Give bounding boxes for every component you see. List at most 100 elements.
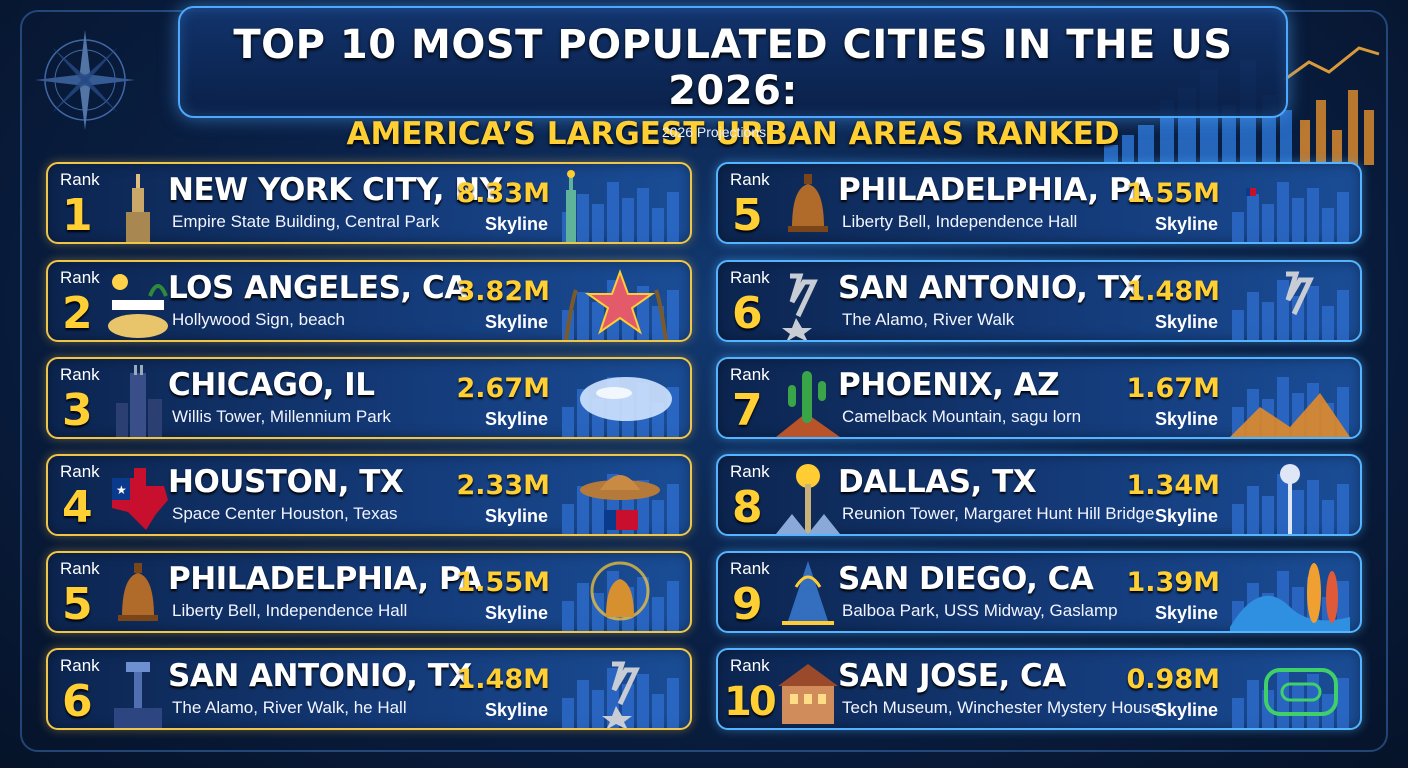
city-name: PHILADELPHIA, PA xyxy=(168,561,482,597)
texas-map-icon: ★ xyxy=(112,468,168,530)
skyline-tag: Skyline xyxy=(1154,409,1218,429)
rank-label: Rank xyxy=(730,656,770,675)
city-population: 1.48M xyxy=(1126,276,1221,307)
city-name: PHILADELPHIA, PA xyxy=(838,172,1152,208)
city-card: Rank 6 SAN ANTONIO, TX The Alamo, River Wal… xyxy=(46,648,692,730)
city-name: PHOENIX, AZ xyxy=(838,367,1060,403)
page-title: TOP 10 MOST POPULATED CITIES IN THE US 2… xyxy=(233,22,1233,114)
city-landmarks: Liberty Bell, Independence Hall xyxy=(842,212,1078,231)
skyline-tag: Skyline xyxy=(1154,506,1218,526)
hollywood-sign-icon xyxy=(108,274,168,338)
rank-label: Rank xyxy=(60,268,100,287)
city-landmarks: Camelback Mountain, sagu lorn xyxy=(842,407,1082,426)
city-card: Rank 2 LOS ANGELES, CA Hollywood Sign, beac… xyxy=(46,260,692,342)
city-population: 2.33M xyxy=(456,470,551,501)
city-card: Rank 10 SAN JOSE, CA Tech Museum, Wincheste… xyxy=(716,648,1362,730)
page-subtitle-heading: AMERICA’S LARGEST URBAN AREAS RANKED xyxy=(346,116,1120,152)
city-population: 1.34M xyxy=(1126,470,1221,501)
city-card: Rank 7 PHOENIX, AZ Camelback Mountain, sagu… xyxy=(716,357,1362,439)
rank-label: Rank xyxy=(730,268,770,287)
city-landmarks: The Alamo, River Walk xyxy=(842,310,1015,329)
rank-label: Rank xyxy=(60,462,100,481)
city-landmarks: Tech Museum, Winchester Mystery House xyxy=(842,698,1161,717)
rank-number: 9 xyxy=(732,579,763,630)
city-population: 3.82M xyxy=(456,276,551,307)
svg-text:★: ★ xyxy=(116,483,127,497)
rank-label: Rank xyxy=(60,365,100,384)
skyline-tag: Skyline xyxy=(484,506,548,526)
liberty-bell-skyline-icon xyxy=(562,561,679,631)
compass-icon xyxy=(35,30,135,130)
rank-label: Rank xyxy=(60,170,100,189)
city-skyline-icon xyxy=(1232,182,1349,242)
rank-number: 4 xyxy=(62,482,93,533)
city-name: SAN DIEGO, CA xyxy=(838,561,1094,597)
saguaro-cactus-icon xyxy=(776,371,840,437)
skyline-tag: Skyline xyxy=(484,409,548,429)
rank-number: 1 xyxy=(62,190,93,241)
rank-number: 6 xyxy=(732,288,763,339)
skyline-tag: Skyline xyxy=(1154,603,1218,623)
city-name: CHICAGO, IL xyxy=(168,367,375,403)
title-box: TOP 10 MOST POPULATED CITIES IN THE US 2… xyxy=(178,6,1288,152)
spurs-logo-icon xyxy=(782,273,818,340)
rank-number: 5 xyxy=(732,190,763,241)
city-landmarks: Liberty Bell, Independence Hall xyxy=(172,601,408,620)
reunion-skyline-icon xyxy=(1232,464,1349,534)
rank-label: Rank xyxy=(60,559,100,578)
liberty-bell-icon xyxy=(118,563,158,621)
desert-skyline-icon xyxy=(1230,377,1350,437)
skyline-tag: Skyline xyxy=(1154,700,1218,720)
city-landmarks: The Alamo, River Walk, he Hall xyxy=(172,698,407,717)
city-population: 0.98M xyxy=(1126,664,1221,695)
rank-number: 7 xyxy=(732,385,763,436)
city-card: Rank 5 PHILADELPHIA, PA Liberty Bell, Indep… xyxy=(46,551,692,633)
city-landmarks: Reunion Tower, Margaret Hunt Hill Bridge xyxy=(842,504,1155,523)
sail-bridge-icon xyxy=(782,561,834,625)
cloud-gate-bean-icon xyxy=(562,377,679,437)
city-name: SAN ANTONIO, TX xyxy=(838,270,1142,306)
spurs-skyline-icon xyxy=(1232,271,1349,340)
empire-state-icon xyxy=(126,174,150,242)
statue-of-liberty-skyline-icon xyxy=(562,170,679,242)
city-name: SAN ANTONIO, TX xyxy=(168,658,472,694)
skyline-tag: Skyline xyxy=(484,214,548,234)
city-card: Rank 3 CHICAGO, IL Willis Tower, Millennium… xyxy=(46,357,692,439)
willis-tower-icon xyxy=(116,365,162,437)
skyline-tag: Skyline xyxy=(484,700,548,720)
wave-surfboard-icon xyxy=(1230,563,1350,631)
city-population: 1.67M xyxy=(1126,373,1221,404)
city-population: 1.39M xyxy=(1126,567,1221,598)
city-landmarks: Space Center Houston, Texas xyxy=(172,504,398,523)
rank-number: 6 xyxy=(62,676,93,727)
city-card: Rank 5 PHILADELPHIA, PA Liberty Bell, Indep… xyxy=(716,162,1362,244)
rank-label: Rank xyxy=(730,462,770,481)
city-card: Rank 9 SAN DIEGO, CA Balboa Park, USS Midwa… xyxy=(716,551,1362,633)
city-population: 1.55M xyxy=(1126,178,1221,209)
tower-of-americas-icon xyxy=(114,662,162,728)
city-card: Rank 6 SAN ANTONIO, TX The Alamo, River Wal… xyxy=(716,260,1362,342)
liberty-bell-icon xyxy=(788,174,828,232)
rank-number: 10 xyxy=(724,679,777,725)
city-card: Rank 8 DALLAS, TX Reunion Tower, Margaret H… xyxy=(716,454,1362,536)
city-name: NEW YORK CITY, NY xyxy=(168,172,502,208)
rank-label: Rank xyxy=(730,365,770,384)
skyline-tag: Skyline xyxy=(1154,312,1218,332)
mansion-icon xyxy=(778,664,838,724)
cowboy-hat-icon xyxy=(562,474,679,534)
city-population: 2.67M xyxy=(456,373,551,404)
rank-label: Rank xyxy=(730,170,770,189)
city-name: HOUSTON, TX xyxy=(168,464,404,500)
city-landmarks: Willis Tower, Millennium Park xyxy=(172,407,391,426)
rank-number: 2 xyxy=(62,288,93,339)
city-card: Rank 4 ★ HOUSTON, TX Space Center Houston, T… xyxy=(46,454,692,536)
circuit-track-icon xyxy=(1232,668,1349,728)
reunion-tower-icon xyxy=(776,464,840,534)
city-landmarks: Hollywood Sign, beach xyxy=(172,310,345,329)
skyline-tag: Skyline xyxy=(1154,214,1218,234)
spurs-logo-icon xyxy=(562,661,679,728)
city-name: SAN JOSE, CA xyxy=(838,658,1066,694)
rank-number: 3 xyxy=(62,385,93,436)
rank-label: Rank xyxy=(730,559,770,578)
rank-number: 8 xyxy=(732,482,763,533)
